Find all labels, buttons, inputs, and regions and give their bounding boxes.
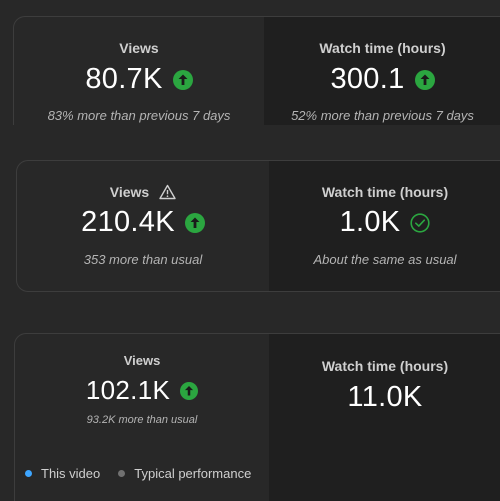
gray-dot-icon xyxy=(118,470,126,477)
arrow-up-circle-icon xyxy=(184,212,205,233)
views-metric-tab[interactable]: Views 80.7K 83% more than previous 7 day… xyxy=(14,17,264,125)
metric-value: 210.4K xyxy=(81,206,175,238)
metric-value: 11.0K xyxy=(347,381,423,413)
arrow-up-circle-icon xyxy=(172,69,193,90)
metric-label: Watch time (hours) xyxy=(319,40,446,56)
check-circle-icon xyxy=(410,212,431,233)
chart-legend: This video Typical performance xyxy=(25,466,269,481)
arrow-up-circle-icon xyxy=(414,69,435,90)
metric-comparison-note: 93.2K more than usual xyxy=(86,414,198,426)
blue-dot-icon xyxy=(25,470,32,477)
metric-label: Views xyxy=(109,184,150,200)
metric-label: Views xyxy=(119,40,159,56)
metric-comparison-note: 353 more than usual xyxy=(83,252,203,267)
views-metric-tab[interactable]: Views 102.1K 93.2K more than usual xyxy=(15,334,269,501)
metric-card-2: Views 210.4K 353 more than usual Watch t… xyxy=(16,160,500,292)
watch-time-metric-tab[interactable]: Watch time (hours) 1.0K About the same a… xyxy=(269,161,500,291)
metric-comparison-note: 52% more than previous 7 days xyxy=(291,108,474,123)
watch-time-metric-tab[interactable]: Watch time (hours) 300.1 52% more than p… xyxy=(264,17,500,125)
views-metric-tab[interactable]: Views 210.4K 353 more than usual xyxy=(17,161,269,291)
metric-value: 1.0K xyxy=(339,206,401,238)
metric-label: Watch time (hours) xyxy=(321,358,449,374)
legend-item-typical-performance[interactable]: Typical performance xyxy=(118,466,251,481)
metric-label: Views xyxy=(123,353,161,368)
metric-value: 300.1 xyxy=(330,63,405,95)
metric-value: 102.1K xyxy=(85,375,171,405)
watch-time-metric-tab[interactable]: Watch time (hours) 11.0K xyxy=(269,334,500,501)
metric-value: 80.7K xyxy=(85,63,163,95)
warning-icon[interactable] xyxy=(159,184,176,200)
legend-label: This video xyxy=(41,466,101,481)
metric-comparison-note: About the same as usual xyxy=(313,252,457,267)
metric-card-3: Views 102.1K 93.2K more than usual Watch… xyxy=(14,333,500,501)
metric-comparison-note: 83% more than previous 7 days xyxy=(47,108,231,123)
arrow-up-circle-icon xyxy=(180,381,199,400)
metric-card-1: Views 80.7K 83% more than previous 7 day… xyxy=(13,16,500,125)
metric-label: Watch time (hours) xyxy=(321,184,449,200)
legend-item-this-video[interactable]: This video xyxy=(25,466,100,481)
legend-label: Typical performance xyxy=(134,466,252,481)
